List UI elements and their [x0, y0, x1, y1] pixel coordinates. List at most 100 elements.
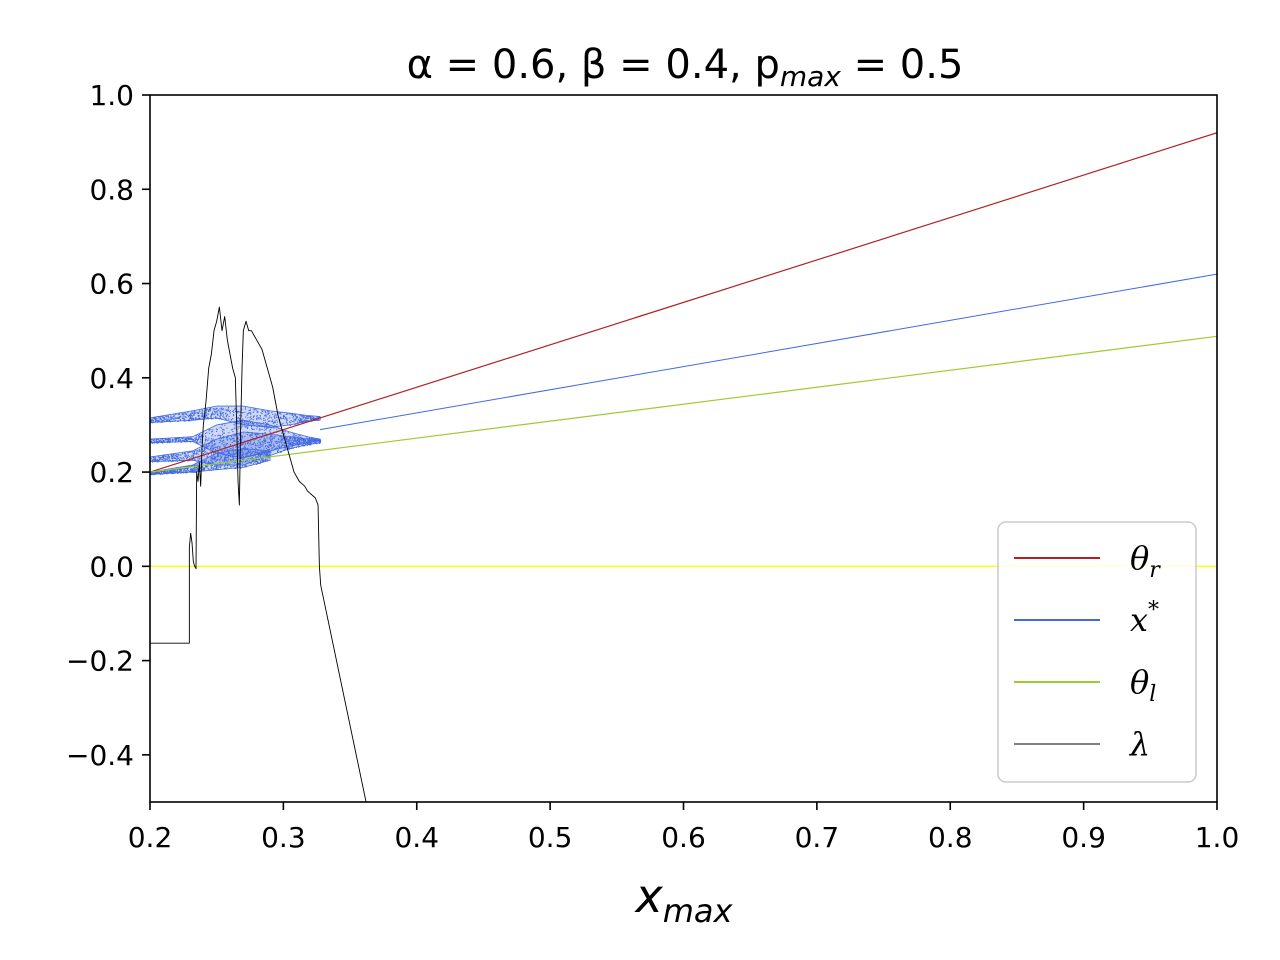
bifurcation-point: [241, 438, 243, 440]
bifurcation-point: [165, 438, 167, 441]
y-axis-ticks: −0.4−0.20.00.20.40.60.81.0: [66, 79, 150, 772]
bifurcation-point: [154, 458, 156, 460]
bifurcation-point: [248, 411, 250, 413]
bifurcation-point: [232, 465, 234, 467]
bifurcation-point: [200, 441, 202, 443]
bifurcation-point: [177, 469, 179, 471]
bifurcation-point: [199, 434, 201, 436]
bifurcation-point: [252, 418, 254, 421]
bifurcation-point: [228, 453, 231, 455]
bifurcation-point: [204, 439, 206, 441]
bifurcation-point: [192, 454, 194, 456]
bifurcation-point: [257, 456, 259, 458]
bifurcation-point: [222, 408, 224, 410]
x-tick-label: 0.4: [394, 821, 439, 854]
bifurcation-point: [232, 448, 234, 450]
bifurcation-point: [240, 457, 242, 459]
bifurcation-point: [186, 471, 189, 473]
bifurcation-point: [242, 418, 244, 420]
bifurcation-point: [264, 451, 266, 453]
bifurcation-point: [249, 451, 251, 453]
bifurcation-point: [247, 426, 249, 428]
bifurcation-point: [209, 408, 211, 410]
bifurcation-point: [161, 420, 163, 423]
bifurcation-point: [186, 469, 188, 471]
bifurcation-point: [166, 418, 168, 420]
bifurcation-point: [184, 420, 186, 422]
bifurcation-point: [221, 424, 223, 426]
bifurcation-point: [166, 472, 168, 474]
bifurcation-point: [171, 470, 173, 472]
bifurcation-point: [171, 439, 173, 442]
bifurcation-point: [170, 472, 172, 474]
bifurcation-point: [182, 418, 184, 420]
bifurcation-point: [198, 457, 201, 459]
bifurcation-point: [183, 459, 185, 461]
bifurcation-point: [183, 471, 185, 473]
bifurcation-point: [299, 440, 301, 442]
bifurcation-point: [211, 431, 213, 433]
bifurcation-point: [182, 453, 184, 455]
bifurcation-point: [184, 471, 186, 473]
bifurcation-point: [218, 464, 220, 466]
bifurcation-point: [260, 415, 262, 417]
bifurcation-point: [194, 467, 196, 469]
bifurcation-point: [266, 455, 268, 457]
bifurcation-point: [194, 437, 196, 439]
bifurcation-point: [278, 413, 280, 415]
bifurcation-point: [171, 460, 173, 462]
bifurcation-point: [177, 456, 179, 458]
bifurcation-point: [260, 451, 262, 453]
bifurcation-point: [176, 455, 178, 457]
bifurcation-point: [251, 428, 253, 430]
bifurcation-point: [259, 444, 261, 446]
bifurcation-point: [217, 453, 219, 455]
bifurcation-point: [312, 438, 314, 440]
bifurcation-point: [282, 436, 285, 438]
bifurcation-point: [291, 414, 293, 416]
bifurcation-point: [223, 444, 225, 446]
bifurcation-branch: [150, 405, 322, 428]
bifurcation-point: [165, 456, 167, 458]
bifurcation-point: [222, 454, 224, 456]
bifurcation-point: [234, 434, 236, 436]
bifurcation-point: [223, 441, 225, 443]
bifurcation-point: [176, 417, 178, 419]
bifurcation-point: [179, 459, 181, 461]
bifurcation-point: [215, 456, 217, 458]
bifurcation-point: [256, 417, 258, 419]
bifurcation-point: [281, 436, 283, 438]
bifurcation-point: [212, 413, 215, 415]
bifurcation-point: [277, 441, 279, 443]
bifurcation-point: [215, 412, 217, 414]
bifurcation-point: [249, 419, 251, 421]
bifurcation-point: [298, 439, 300, 441]
bifurcation-point: [210, 456, 212, 458]
bifurcation-point: [212, 453, 214, 455]
bifurcation-point: [154, 421, 157, 423]
bifurcation-point: [231, 419, 233, 421]
bifurcation-point: [180, 471, 182, 473]
bifurcation-point: [171, 469, 173, 471]
bifurcation-point: [167, 457, 169, 459]
bifurcation-point: [272, 426, 274, 428]
bifurcation-point: [288, 413, 290, 415]
bifurcation-point: [262, 460, 265, 462]
bifurcation-point: [220, 452, 222, 454]
bifurcation-point: [250, 446, 252, 448]
bifurcation-point: [218, 410, 220, 412]
bifurcation-point: [238, 452, 240, 454]
y-tick-label: 0.6: [89, 268, 134, 301]
bifurcation-point: [152, 418, 154, 420]
bifurcation-point: [188, 451, 190, 453]
bifurcation-point: [198, 412, 200, 415]
bifurcation-point: [311, 416, 313, 418]
bifurcation-point: [160, 456, 162, 459]
bifurcation-point: [177, 420, 179, 422]
bifurcation-point: [295, 437, 297, 439]
bifurcation-point: [179, 454, 181, 456]
bifurcation-point: [205, 411, 207, 413]
bifurcation-point: [208, 443, 210, 445]
bifurcation-point: [202, 468, 204, 470]
bifurcation-point: [156, 421, 158, 423]
